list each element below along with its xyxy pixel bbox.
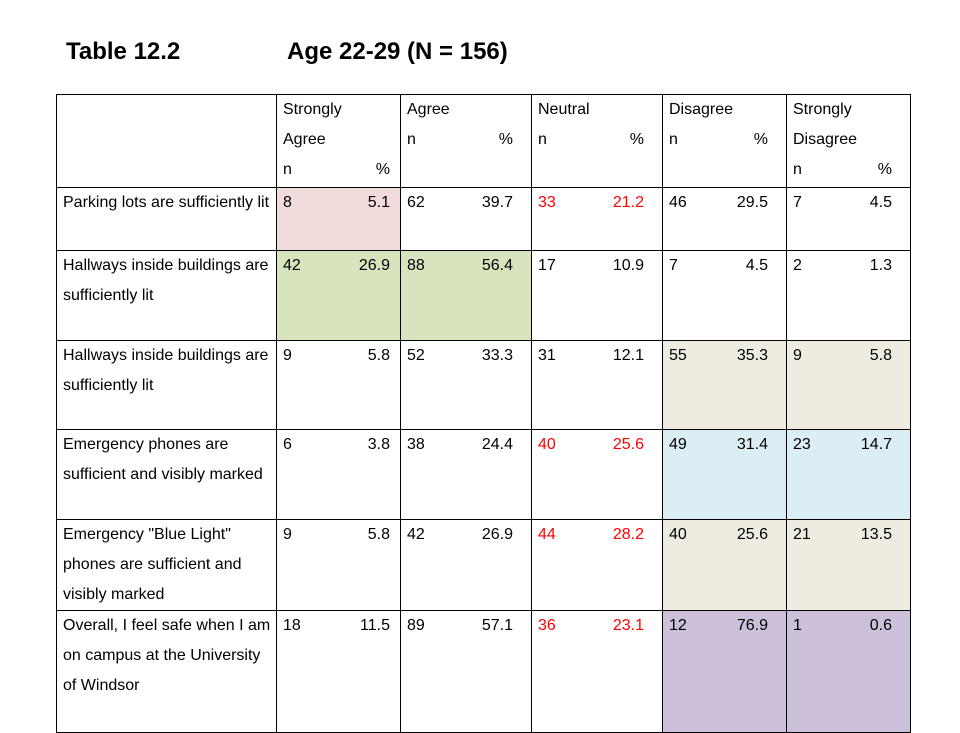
data-cell: 7 4.5 (662, 250, 787, 341)
data-cell: 23 14.7 (786, 429, 911, 520)
header-pct: % (498, 131, 513, 148)
table-row: Emergency phones are sufficient and visi… (56, 429, 911, 520)
header-pct: % (877, 161, 892, 178)
header-n: n (407, 131, 416, 148)
data-cell: 21 13.5 (786, 519, 911, 611)
row-label: Parking lots are sufficiently lit (56, 187, 277, 251)
data-cell: 49 31.4 (662, 429, 787, 520)
header-row: Strongly Agree n% Agree n% Neutral n% Di… (56, 94, 911, 188)
data-cell: 44 28.2 (531, 519, 663, 611)
header-label: Strongly (283, 101, 342, 118)
row-label: Emergency "Blue Light" phones are suffic… (56, 519, 277, 611)
data-cell: 9 5.8 (786, 340, 911, 430)
data-cell: 89 57.1 (400, 610, 532, 733)
data-cell: 62 39.7 (400, 187, 532, 251)
data-cell: 31 12.1 (531, 340, 663, 430)
header-neutral: Neutral n% (531, 94, 663, 188)
data-cell: 52 33.3 (400, 340, 532, 430)
data-cell: 9 5.8 (276, 340, 401, 430)
data-cell: 18 11.5 (276, 610, 401, 733)
table-row: Hallways inside buildings are sufficient… (56, 340, 911, 430)
header-pct: % (629, 131, 644, 148)
row-label: Emergency phones are sufficient and visi… (56, 429, 277, 520)
table-row: Parking lots are sufficiently lit 8 5.1 6… (56, 187, 911, 251)
data-cell: 40 25.6 (662, 519, 787, 611)
row-label: Hallways inside buildings are sufficient… (56, 250, 277, 341)
data-cell: 7 4.5 (786, 187, 911, 251)
header-label: Disagree (793, 131, 858, 148)
data-cell: 12 76.9 (662, 610, 787, 733)
data-cell: 1 0.6 (786, 610, 911, 733)
row-label: Hallways inside buildings are sufficient… (56, 340, 277, 430)
data-cell: 8 5.1 (276, 187, 401, 251)
data-cell: 42 26.9 (400, 519, 532, 611)
header-label: Neutral (538, 101, 590, 118)
header-label: Disagree (669, 101, 734, 118)
table-row: Emergency "Blue Light" phones are suffic… (56, 519, 911, 611)
data-cell: 42 26.9 (276, 250, 401, 341)
header-n: n (538, 131, 547, 148)
data-cell: 36 23.1 (531, 610, 663, 733)
row-label: Overall, I feel safe when I am on campus… (56, 610, 277, 733)
data-cell: 55 35.3 (662, 340, 787, 430)
header-strongly-agree: Strongly Agree n% (276, 94, 401, 188)
header-disagree: Disagree n% (662, 94, 787, 188)
data-cell: 9 5.8 (276, 519, 401, 611)
data-cell: 38 24.4 (400, 429, 532, 520)
data-cell: 6 3.8 (276, 429, 401, 520)
data-cell: 40 25.6 (531, 429, 663, 520)
header-empty-cell (56, 94, 277, 188)
header-pct: % (753, 131, 768, 148)
header-n: n (793, 161, 802, 178)
header-label: Agree (407, 101, 450, 118)
header-label: Strongly (793, 101, 852, 118)
survey-table: Strongly Agree n% Agree n% Neutral n% Di… (56, 94, 911, 733)
table-row: Overall, I feel safe when I am on campus… (56, 610, 911, 733)
table-subtitle: Age 22-29 (N = 156) (287, 38, 508, 65)
header-pct: % (375, 161, 390, 178)
header-n: n (669, 131, 678, 148)
data-cell: 33 21.2 (531, 187, 663, 251)
data-cell: 2 1.3 (786, 250, 911, 341)
table-row: Hallways inside buildings are sufficient… (56, 250, 911, 341)
data-cell: 17 10.9 (531, 250, 663, 341)
header-label: Agree (283, 131, 326, 148)
header-strongly-disagree: Strongly Disagree n% (786, 94, 911, 188)
data-cell: 46 29.5 (662, 187, 787, 251)
header-agree: Agree n% (400, 94, 532, 188)
data-cell: 88 56.4 (400, 250, 532, 341)
table-number: Table 12.2 (66, 38, 181, 65)
header-n: n (283, 161, 292, 178)
